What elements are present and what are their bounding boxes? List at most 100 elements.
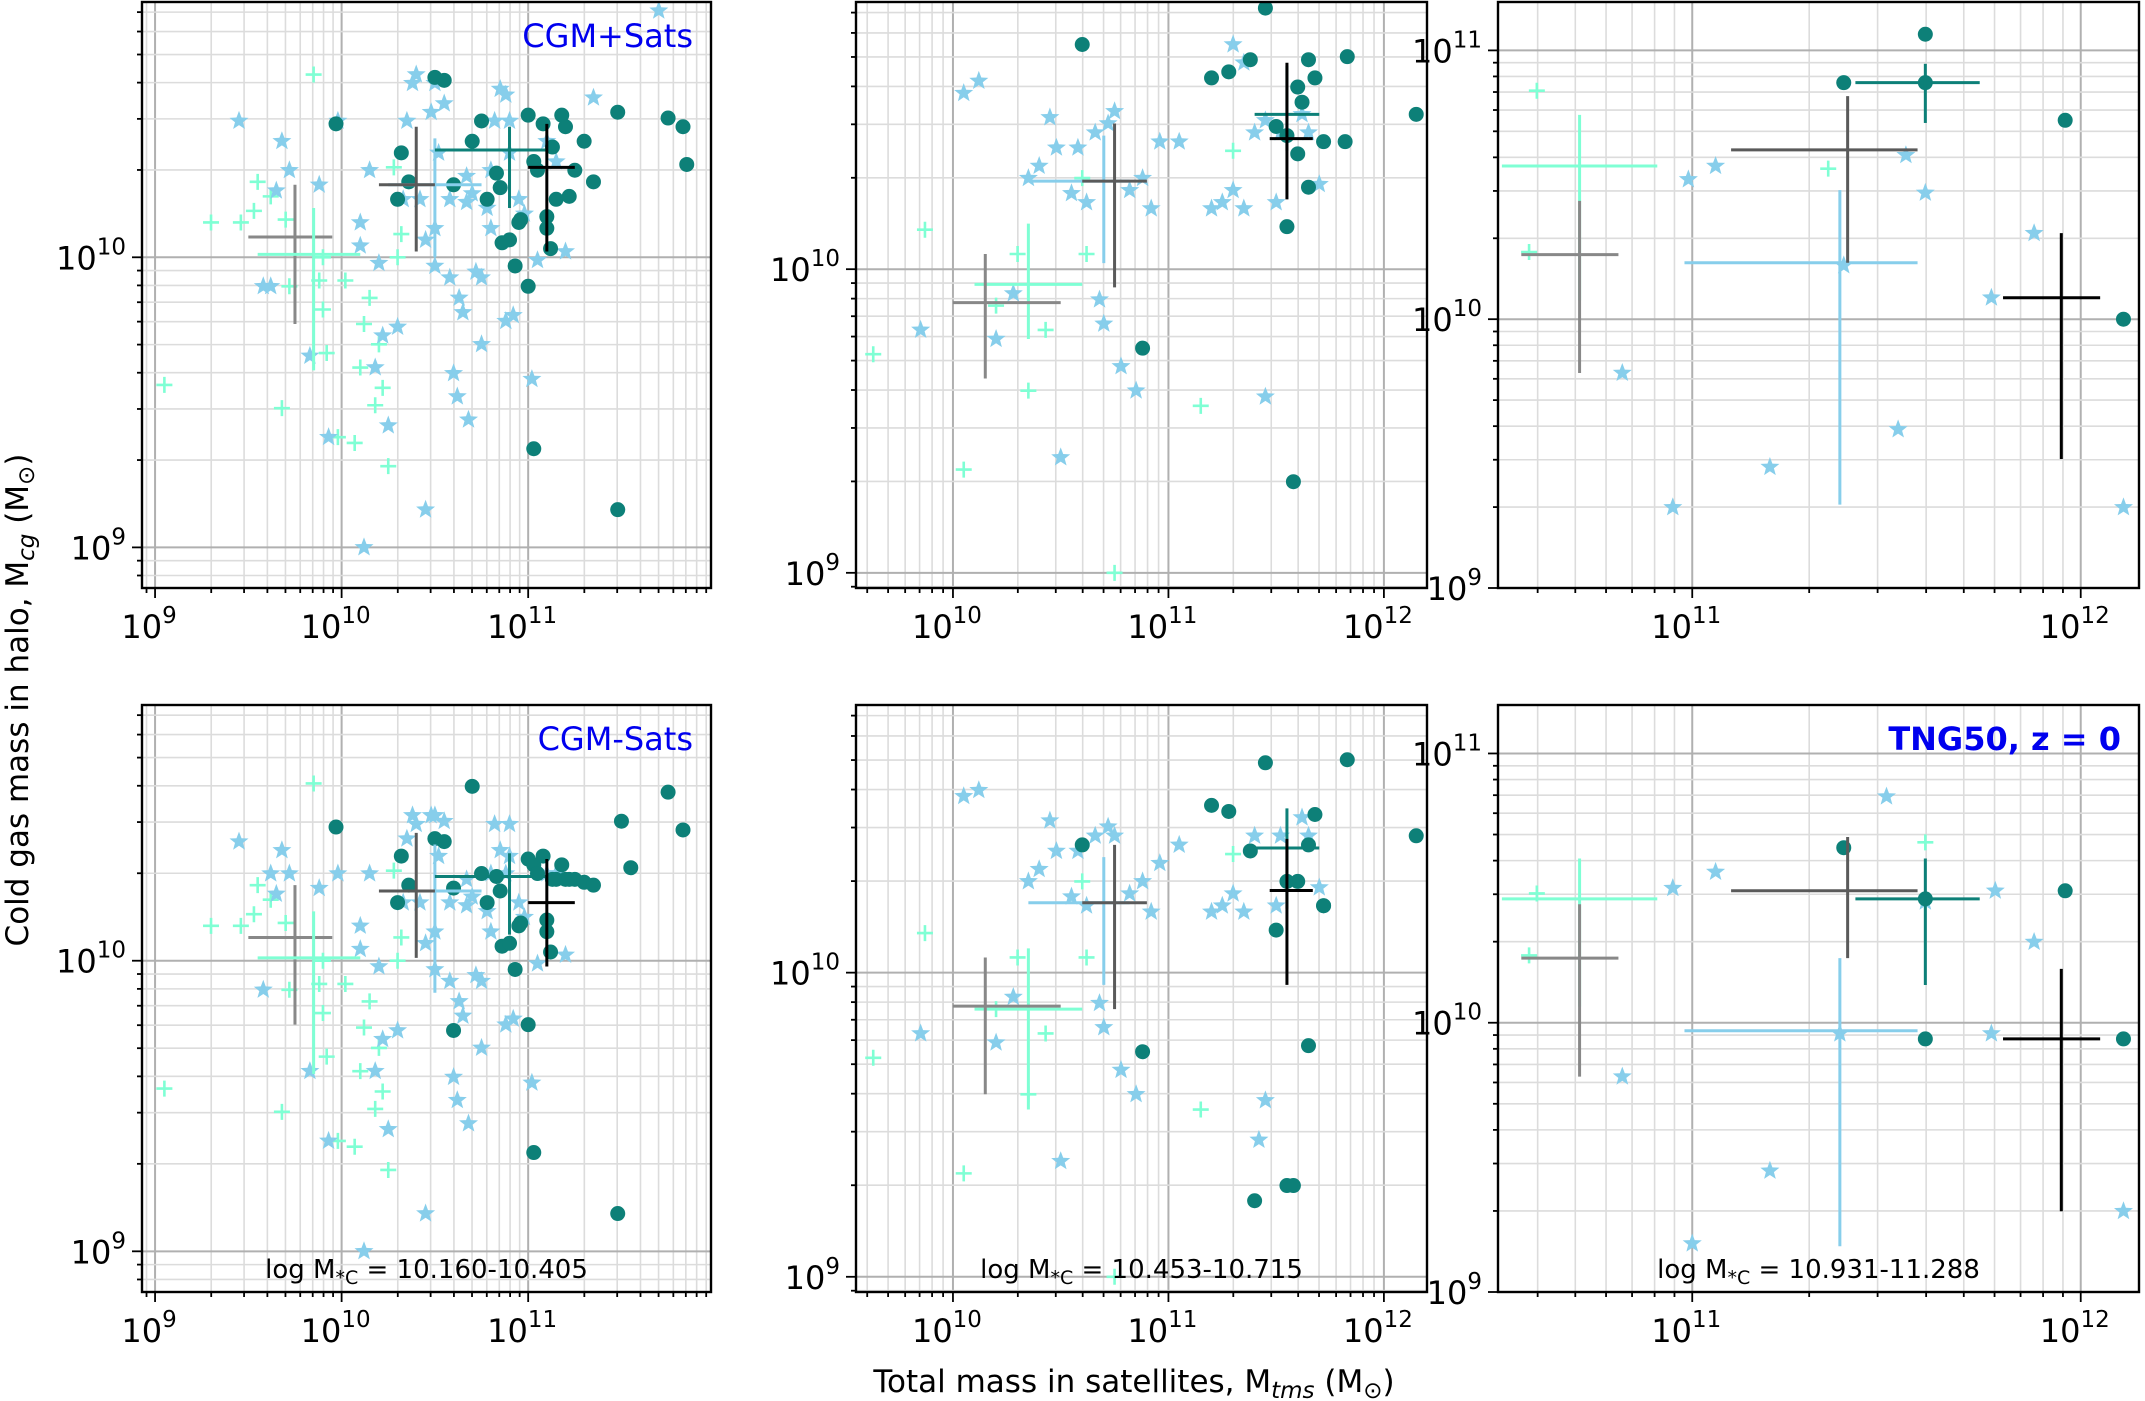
star-marker <box>954 83 974 102</box>
circle-marker <box>1836 75 1852 91</box>
star-marker <box>2024 932 2044 950</box>
star-marker <box>1981 1023 2001 1042</box>
plus-marker <box>393 226 410 243</box>
plus-marker <box>273 1103 290 1120</box>
x-tick-label: 1011 <box>1127 603 1197 646</box>
star-marker <box>429 142 449 161</box>
plus-marker <box>1009 246 1026 263</box>
plus-marker <box>232 917 249 934</box>
circle-marker <box>530 866 546 882</box>
star-marker <box>1299 122 1318 141</box>
star-marker <box>425 256 445 275</box>
circle-marker <box>530 162 546 178</box>
error-bars <box>952 62 1320 379</box>
star-marker <box>556 944 575 963</box>
plus-marker <box>314 1005 331 1022</box>
axes-frame <box>854 703 1429 1294</box>
circle-marker <box>436 72 452 88</box>
plus-marker <box>1020 382 1037 399</box>
star-marker <box>496 863 516 882</box>
plus-marker <box>356 316 373 333</box>
star-marker <box>1760 1160 1780 1179</box>
star-marker <box>300 345 320 364</box>
star-marker <box>462 183 482 202</box>
plus-marker <box>1528 82 1545 99</box>
circle-marker <box>1247 1193 1263 1209</box>
circle-marker <box>660 784 676 800</box>
axes-frame <box>140 703 713 1294</box>
star-marker <box>1062 183 1081 202</box>
circle-marker <box>1408 106 1424 122</box>
circle-marker <box>1316 898 1332 914</box>
plus-marker <box>352 359 369 376</box>
star-marker <box>1223 34 1243 53</box>
grid <box>142 2 711 588</box>
star-marker <box>1309 174 1329 193</box>
ticks <box>846 714 1385 1302</box>
circle-marker <box>464 133 480 149</box>
plus-marker <box>385 159 402 176</box>
star-marker <box>496 311 516 330</box>
y-tick-label: 109 <box>71 1228 126 1271</box>
plus-marker <box>367 397 384 414</box>
circle-marker <box>1204 797 1220 813</box>
plus-marker <box>1078 949 1095 966</box>
star-marker <box>1040 107 1060 126</box>
star-marker <box>416 499 436 518</box>
plus-marker <box>988 297 1005 314</box>
star-marker <box>1018 168 1038 187</box>
panel-bottom-middle: 1010 1011 1012 109 1010 log M*C = 10.453-10.7… <box>770 703 1429 1350</box>
star-marker <box>954 786 974 805</box>
plus-marker <box>337 975 354 992</box>
x-tick-label: 109 <box>121 1307 176 1350</box>
star-marker <box>911 319 931 338</box>
plus-marker <box>346 1138 363 1155</box>
plus-marker <box>156 1080 173 1097</box>
star-marker <box>522 369 542 388</box>
star-marker <box>496 84 516 103</box>
ticks <box>1488 752 2082 1302</box>
star-marker <box>397 828 417 847</box>
plus-marker <box>1192 1101 1209 1118</box>
circle-marker <box>1257 2 1273 16</box>
panel-label: TNG50, z = 0 <box>1888 720 2121 758</box>
axes-frame <box>1496 703 2141 1294</box>
plus-marker <box>262 891 279 908</box>
star-marker <box>459 1113 478 1132</box>
star-marker <box>403 73 422 92</box>
y-tick-label: 109 <box>1427 1269 1482 1312</box>
plus-marker <box>1037 321 1054 338</box>
plus-marker <box>1521 947 1538 964</box>
star-marker <box>1223 180 1243 199</box>
star-marker <box>1612 1066 1632 1085</box>
plus-marker <box>1521 243 1538 260</box>
star-marker <box>1255 386 1275 405</box>
circle-marker <box>576 133 592 149</box>
star-marker <box>500 814 519 833</box>
star-marker <box>403 805 422 824</box>
circle-marker <box>1221 803 1237 819</box>
star-marker <box>447 1090 467 1109</box>
plus-marker <box>1009 949 1026 966</box>
star-marker <box>1169 834 1189 853</box>
plus-marker <box>232 214 249 231</box>
tick-labels: 109 1010 1011 109 1010 <box>56 938 557 1350</box>
plus-marker <box>1225 142 1242 159</box>
star-marker <box>1141 901 1161 920</box>
circle-marker <box>520 107 536 123</box>
circle-marker <box>1279 219 1295 235</box>
circle-marker <box>520 1017 536 1033</box>
star-marker <box>911 1023 931 1042</box>
star-marker <box>969 780 989 799</box>
star-marker <box>434 811 454 830</box>
circle-marker <box>610 502 626 518</box>
panel-top-middle: 1010 1011 1012 109 1010 <box>770 0 1429 646</box>
star-marker <box>466 965 486 984</box>
plus-marker <box>346 434 363 451</box>
plus-marker <box>367 1100 384 1117</box>
circle-marker <box>543 241 559 257</box>
star-marker <box>1040 810 1060 829</box>
star-marker <box>1133 168 1153 187</box>
star-marker <box>509 892 529 911</box>
